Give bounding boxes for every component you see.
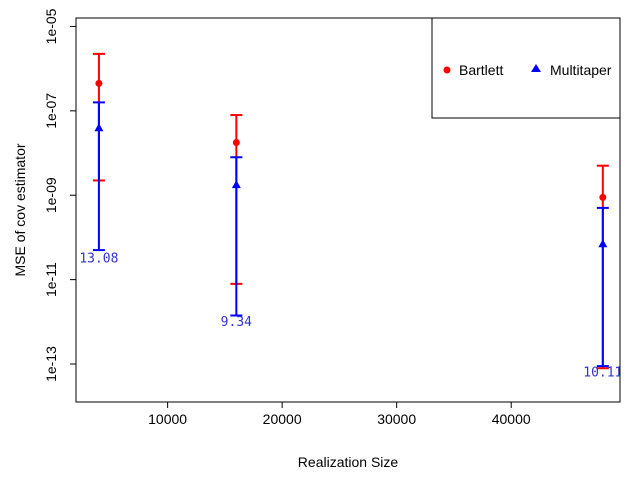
legend-label-multitaper: Multitaper (550, 62, 612, 78)
plot-frame (75, 17, 621, 403)
y-axis-label: MSE of cov estimator (12, 143, 28, 276)
legend-label-bartlett: Bartlett (459, 62, 503, 78)
legend: Bartlett Multitaper (431, 17, 621, 119)
annotation-layer: 13.08 9.34 10.11 (79, 252, 622, 381)
x-tick-label: 30000 (377, 411, 416, 427)
multitaper-point (598, 239, 608, 248)
value-annotation: 10.11 (583, 366, 622, 381)
y-tick-label: 1e-07 (43, 93, 59, 129)
series-layer (92, 52, 609, 370)
x-tick-label: 20000 (263, 411, 302, 427)
multitaper-point (94, 123, 104, 132)
value-annotation: 9.34 (221, 315, 252, 330)
legend-marker-bartlett (443, 66, 451, 74)
bartlett-point (95, 79, 103, 87)
value-annotation: 13.08 (79, 252, 118, 267)
y-tick-label: 1e-13 (43, 346, 59, 382)
bartlett-point (599, 193, 607, 201)
x-tick-label: 40000 (492, 411, 531, 427)
legend-box (431, 17, 621, 119)
multitaper-point (231, 180, 241, 189)
legend-marker-multitaper (531, 64, 541, 72)
y-tick-label: 1e-11 (43, 262, 59, 297)
x-tick-label: 10000 (148, 411, 187, 427)
y-tick-label: 1e-05 (43, 8, 59, 44)
bartlett-point (232, 138, 240, 146)
x-axis: 10000 20000 30000 40000 (148, 402, 531, 427)
x-axis-label: Realization Size (298, 454, 399, 470)
y-tick-label: 1e-09 (43, 177, 59, 213)
y-axis: 1e-13 1e-11 1e-09 1e-07 1e-05 (43, 8, 76, 382)
